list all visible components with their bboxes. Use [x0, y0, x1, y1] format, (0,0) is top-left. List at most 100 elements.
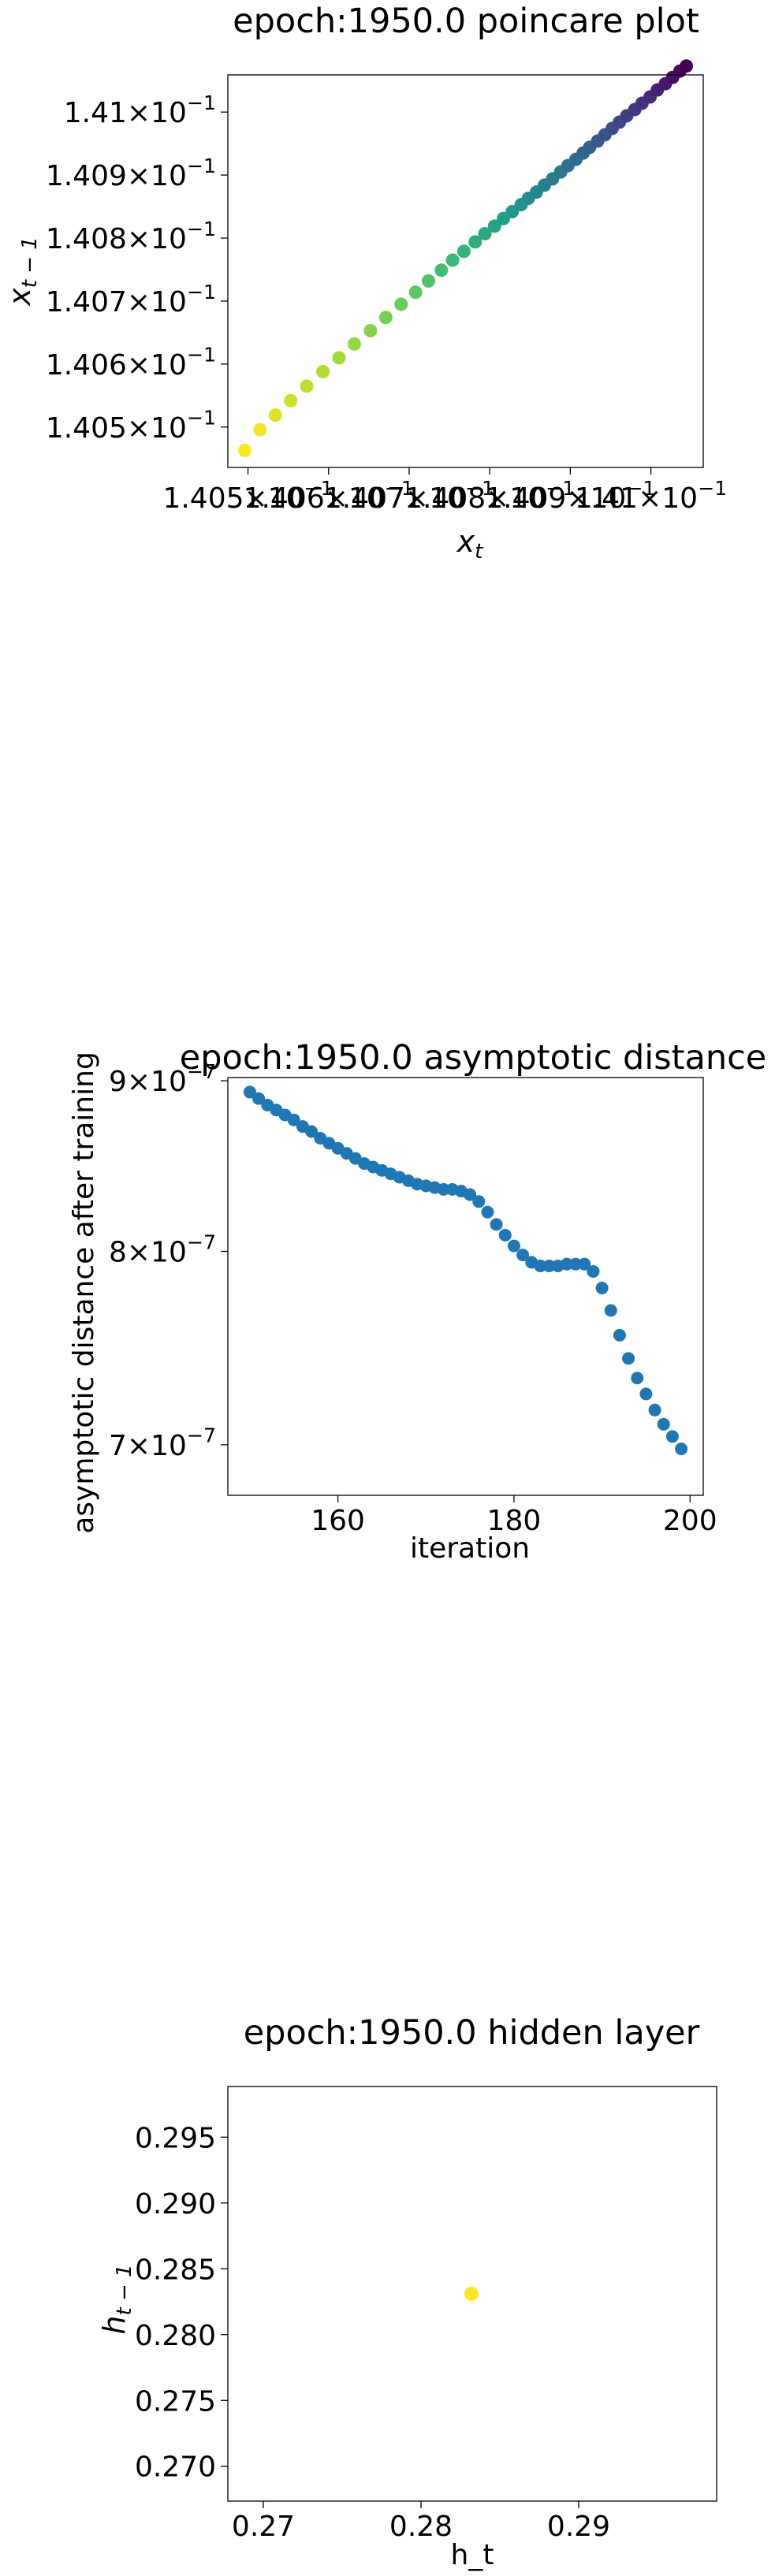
y-tick-label-mantissa: 1.407×10: [46, 286, 187, 318]
x-tick-label: 1.408×10−1: [404, 477, 575, 515]
data-point: [498, 1228, 512, 1241]
y-tick-label-mantissa: 1.406×10: [46, 349, 187, 382]
y-axis-label-subscript: t − 1: [18, 236, 42, 288]
data-point: [516, 1249, 530, 1262]
data-point: [363, 324, 378, 338]
x-tick-label: 0.27: [232, 2511, 295, 2543]
y-tick-label: 0.280: [135, 2320, 216, 2352]
x-axis-ticks: 0.27 0.28 0.29: [232, 2501, 610, 2543]
data-point: [675, 1442, 688, 1456]
x-axis-label: xt: [456, 524, 484, 564]
x-tick-label-exponent: −1: [385, 477, 414, 500]
y-tick-label: 1.406×10−1: [46, 344, 216, 382]
y-tick-label-exponent: −7: [187, 1424, 216, 1447]
data-point: [434, 263, 449, 277]
data-point: [507, 1239, 520, 1253]
x-tick-label-mantissa: 1.41×10: [575, 482, 698, 515]
y-tick-label-mantissa: 1.408×10: [46, 223, 187, 255]
y-tick-label-exponent: −7: [187, 1230, 216, 1253]
data-point: [421, 274, 435, 288]
x-axis-label: h_t: [451, 2539, 494, 2571]
data-point: [305, 1125, 319, 1138]
data-point: [464, 1188, 477, 1201]
y-axis-ticks: 9×10−78×10−77×10−7: [109, 1060, 228, 1462]
data-point: [680, 59, 694, 73]
y-tick-label-mantissa: 1.405×10: [46, 412, 187, 445]
data-point: [657, 1417, 670, 1431]
data-point: [253, 423, 267, 437]
x-tick-label: 0.28: [389, 2511, 453, 2543]
series-points: [243, 1085, 688, 1456]
x-tick-label: 180: [487, 1505, 542, 1537]
y-tick-label-mantissa: 1.41×10: [64, 97, 187, 129]
data-point: [408, 285, 423, 300]
y-tick-label-exponent: −1: [187, 218, 216, 240]
data-point: [578, 1257, 591, 1271]
x-tick-label-exponent: −1: [465, 477, 494, 500]
x-tick-label: 1.405×10−1: [162, 477, 333, 515]
y-tick-label-exponent: −7: [187, 1060, 216, 1083]
y-axis-label: asymptotic distance after training: [68, 1052, 100, 1534]
x-tick-label-exponent: −1: [626, 477, 655, 500]
x-tick-label: 200: [663, 1505, 717, 1537]
series-points: [237, 59, 694, 457]
data-point: [268, 408, 282, 423]
data-point: [300, 379, 314, 393]
y-tick-label: 1.41×10−1: [64, 91, 216, 129]
x-axis-ticks: 1.405×10−11.406×10−11.407×10−11.408×10−1…: [162, 467, 727, 515]
y-tick-label: 0.285: [135, 2254, 216, 2286]
data-point: [394, 297, 408, 311]
data-point: [464, 2287, 479, 2301]
y-tick-label: 1.407×10−1: [46, 281, 216, 318]
y-tick-label: 7×10−7: [109, 1424, 216, 1462]
data-point: [252, 1092, 266, 1105]
y-tick-label-exponent: −1: [187, 281, 216, 303]
y-tick-label-mantissa: 9×10: [109, 1066, 187, 1098]
data-point: [284, 393, 298, 408]
data-point: [665, 1430, 679, 1443]
chart-title: epoch:1950.0 hidden layer: [244, 2013, 700, 2053]
y-tick-label-mantissa: 7×10: [109, 1430, 187, 1462]
y-tick-label-mantissa: 8×10: [109, 1237, 187, 1269]
y-axis-ticks: 0.295 0.290 0.285 0.280 0.275 0.270: [135, 2122, 228, 2484]
data-point: [347, 337, 361, 351]
data-point: [639, 1387, 653, 1401]
data-point: [631, 1372, 644, 1385]
data-point: [613, 1328, 626, 1342]
x-tick-label-exponent: −1: [546, 477, 575, 500]
x-tick-label-mantissa: 1.408×10: [404, 482, 546, 515]
data-point: [316, 364, 330, 378]
y-tick-label: 0.295: [135, 2122, 216, 2154]
x-tick-label: 1.407×10−1: [324, 477, 494, 515]
y-tick-label: 0.275: [135, 2385, 216, 2418]
plot-frame: [227, 2086, 717, 2502]
asymptotic-distance-chart: epoch:1950.0 asymptotic distance 160 180 2…: [68, 1038, 766, 1565]
x-tick-label: 1.409×10−1: [485, 477, 655, 515]
x-tick-label: 1.41×10−1: [575, 477, 727, 515]
x-tick-label: 0.29: [547, 2511, 610, 2543]
y-tick-label: 8×10−7: [109, 1230, 216, 1268]
data-point: [243, 1085, 256, 1099]
data-point: [534, 1259, 547, 1272]
data-point: [445, 253, 460, 267]
data-point: [481, 1205, 494, 1219]
y-axis-label: xt − 1: [2, 236, 42, 307]
chart-title: epoch:1950.0 poincare plot: [233, 2, 699, 41]
x-tick-label-exponent: −1: [304, 477, 333, 500]
data-point: [648, 1403, 661, 1416]
data-point: [595, 1282, 609, 1295]
data-point: [569, 1257, 583, 1271]
y-tick-label: 9×10−7: [109, 1060, 216, 1098]
x-axis-label: iteration: [410, 1532, 530, 1565]
y-tick-label: 1.408×10−1: [46, 218, 216, 255]
x-axis-ticks: 160 180 200: [311, 1495, 717, 1537]
y-tick-label-exponent: −1: [187, 344, 216, 367]
y-tick-label: 0.290: [135, 2188, 216, 2220]
data-point: [560, 1257, 573, 1271]
data-point: [490, 1218, 503, 1231]
poincare-chart: epoch:1950.0 poincare plot 1.405×10−11.4…: [2, 2, 727, 564]
data-point: [437, 1182, 450, 1196]
x-tick-label-mantissa: 1.407×10: [324, 482, 465, 515]
y-tick-label-mantissa: 1.409×10: [46, 160, 187, 192]
